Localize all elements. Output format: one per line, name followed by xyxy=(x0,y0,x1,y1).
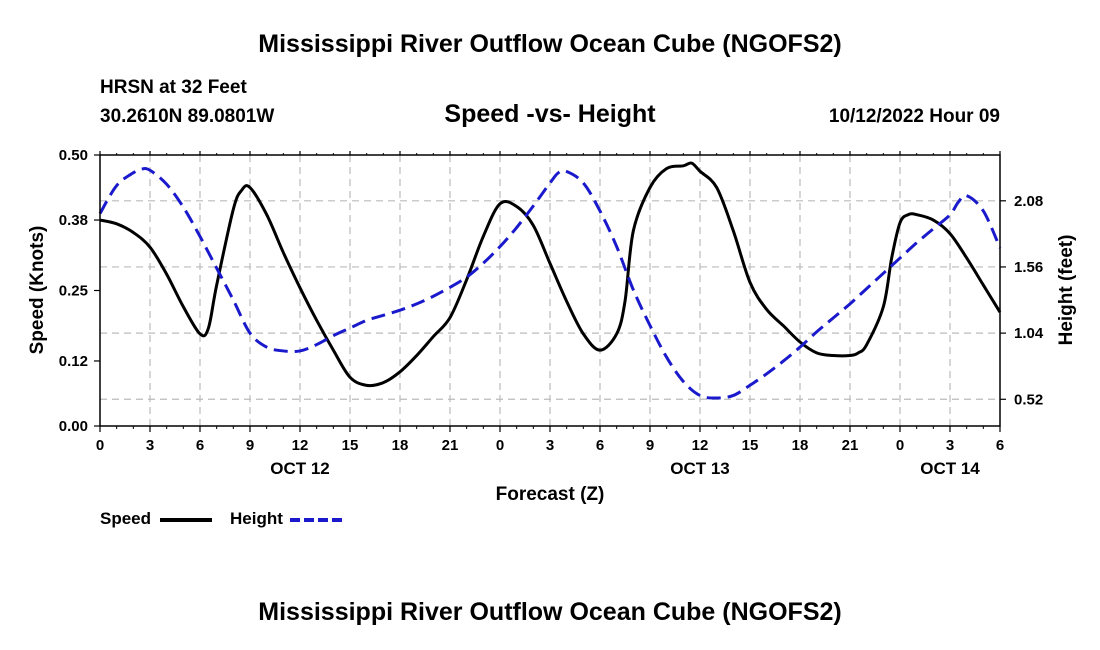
x-tick-label: 21 xyxy=(842,437,859,454)
x-tick-label: 15 xyxy=(742,437,759,454)
x-tick-label: 9 xyxy=(246,437,254,454)
forecast-datetime: 10/12/2022 Hour 09 xyxy=(828,106,1000,127)
legend-height-label: Height xyxy=(230,509,283,528)
y2-tick-label: 1.56 xyxy=(1014,259,1043,276)
x-tick-label: 12 xyxy=(292,437,309,454)
y-tick-label: 0.25 xyxy=(59,283,88,300)
speed-series-line xyxy=(99,161,1002,388)
coordinates-label: 30.2610N 89.0801W xyxy=(100,106,275,127)
x-tick-label: 18 xyxy=(792,437,809,454)
x-tick-label: 6 xyxy=(996,437,1004,454)
x-tick-label: 6 xyxy=(196,437,204,454)
y-tick-label: 0.12 xyxy=(59,353,88,370)
legend-speed-label: Speed xyxy=(100,509,152,528)
x-tick-label: 21 xyxy=(442,437,459,454)
x-tick-label: 0 xyxy=(496,437,504,454)
x-tick-label: 3 xyxy=(946,437,954,454)
x-tick-label: 18 xyxy=(392,437,409,454)
chart-subtitle: Speed -vs- Height xyxy=(444,100,656,128)
y-tick-label: 0.50 xyxy=(59,147,88,164)
ticks-and-labels: 0 3 6 9 12 15 18 21 0 3 6 9 12 15 18 21 0 3 6 0.00 0.12 0.25 0… xyxy=(59,147,1044,478)
date-label: OCT 12 xyxy=(270,459,330,478)
date-label: OCT 13 xyxy=(670,459,730,478)
x-tick-label: 3 xyxy=(146,437,154,454)
y-axis-label: Speed (Knots) xyxy=(27,226,48,355)
x-tick-label: 15 xyxy=(342,437,359,454)
x-axis-label: Forecast (Z) xyxy=(496,484,605,505)
date-label: OCT 14 xyxy=(920,459,980,478)
grid xyxy=(100,155,1000,426)
y2-tick-label: 1.04 xyxy=(1014,325,1044,342)
x-tick-label: 0 xyxy=(96,437,104,454)
x-tick-label: 3 xyxy=(546,437,554,454)
series-layer xyxy=(98,161,1002,400)
y-tick-label: 0.38 xyxy=(59,212,88,229)
x-tick-label: 0 xyxy=(896,437,904,454)
station-label: HRSN at 32 Feet xyxy=(100,77,247,98)
y2-tick-label: 0.52 xyxy=(1014,391,1043,408)
height-series-line xyxy=(98,167,1002,400)
x-tick-label: 9 xyxy=(646,437,654,454)
x-tick-label: 6 xyxy=(596,437,604,454)
y2-tick-label: 2.08 xyxy=(1014,193,1043,210)
y2-axis-label: Height (feet) xyxy=(1056,235,1077,346)
x-tick-label: 12 xyxy=(692,437,709,454)
main-title: Mississippi River Outflow Ocean Cube (NG… xyxy=(258,30,842,58)
footer-title: Mississippi River Outflow Ocean Cube (NG… xyxy=(258,598,842,626)
y-tick-label: 0.00 xyxy=(59,418,88,435)
